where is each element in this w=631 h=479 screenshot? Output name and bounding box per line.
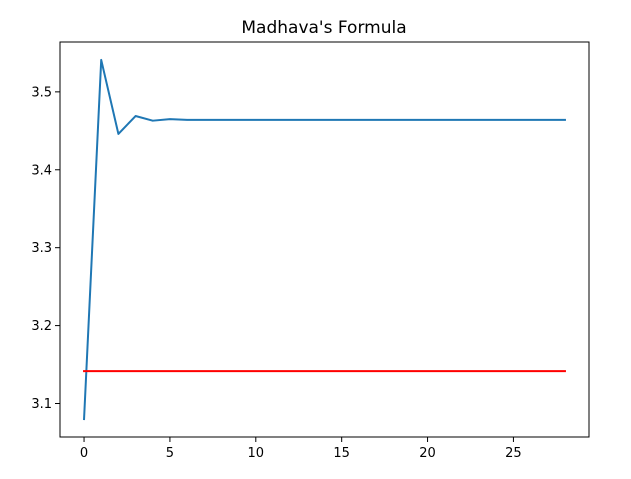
series-layer bbox=[82, 58, 566, 421]
y-axis: 3.1 3.2 3.3 3.4 3.5 bbox=[31, 85, 60, 412]
x-tick-label: 15 bbox=[333, 446, 350, 461]
x-tick-label: 5 bbox=[166, 446, 174, 461]
x-axis: 0 5 10 15 20 25 bbox=[80, 437, 522, 461]
y-tick-label: 3.4 bbox=[31, 163, 52, 178]
y-tick-label: 3.5 bbox=[31, 85, 52, 100]
x-tick-label: 20 bbox=[419, 446, 436, 461]
series-line-primary bbox=[82, 58, 566, 421]
x-tick-label: 25 bbox=[505, 446, 522, 461]
chart-title: Madhava's Formula bbox=[241, 18, 406, 38]
y-tick-label: 3.2 bbox=[31, 319, 52, 334]
y-tick-label: 3.3 bbox=[31, 241, 52, 256]
x-tick-label: 10 bbox=[248, 446, 265, 461]
x-tick-label: 0 bbox=[80, 446, 88, 461]
plot-frame bbox=[59, 41, 590, 438]
y-tick-label: 3.1 bbox=[31, 397, 52, 412]
